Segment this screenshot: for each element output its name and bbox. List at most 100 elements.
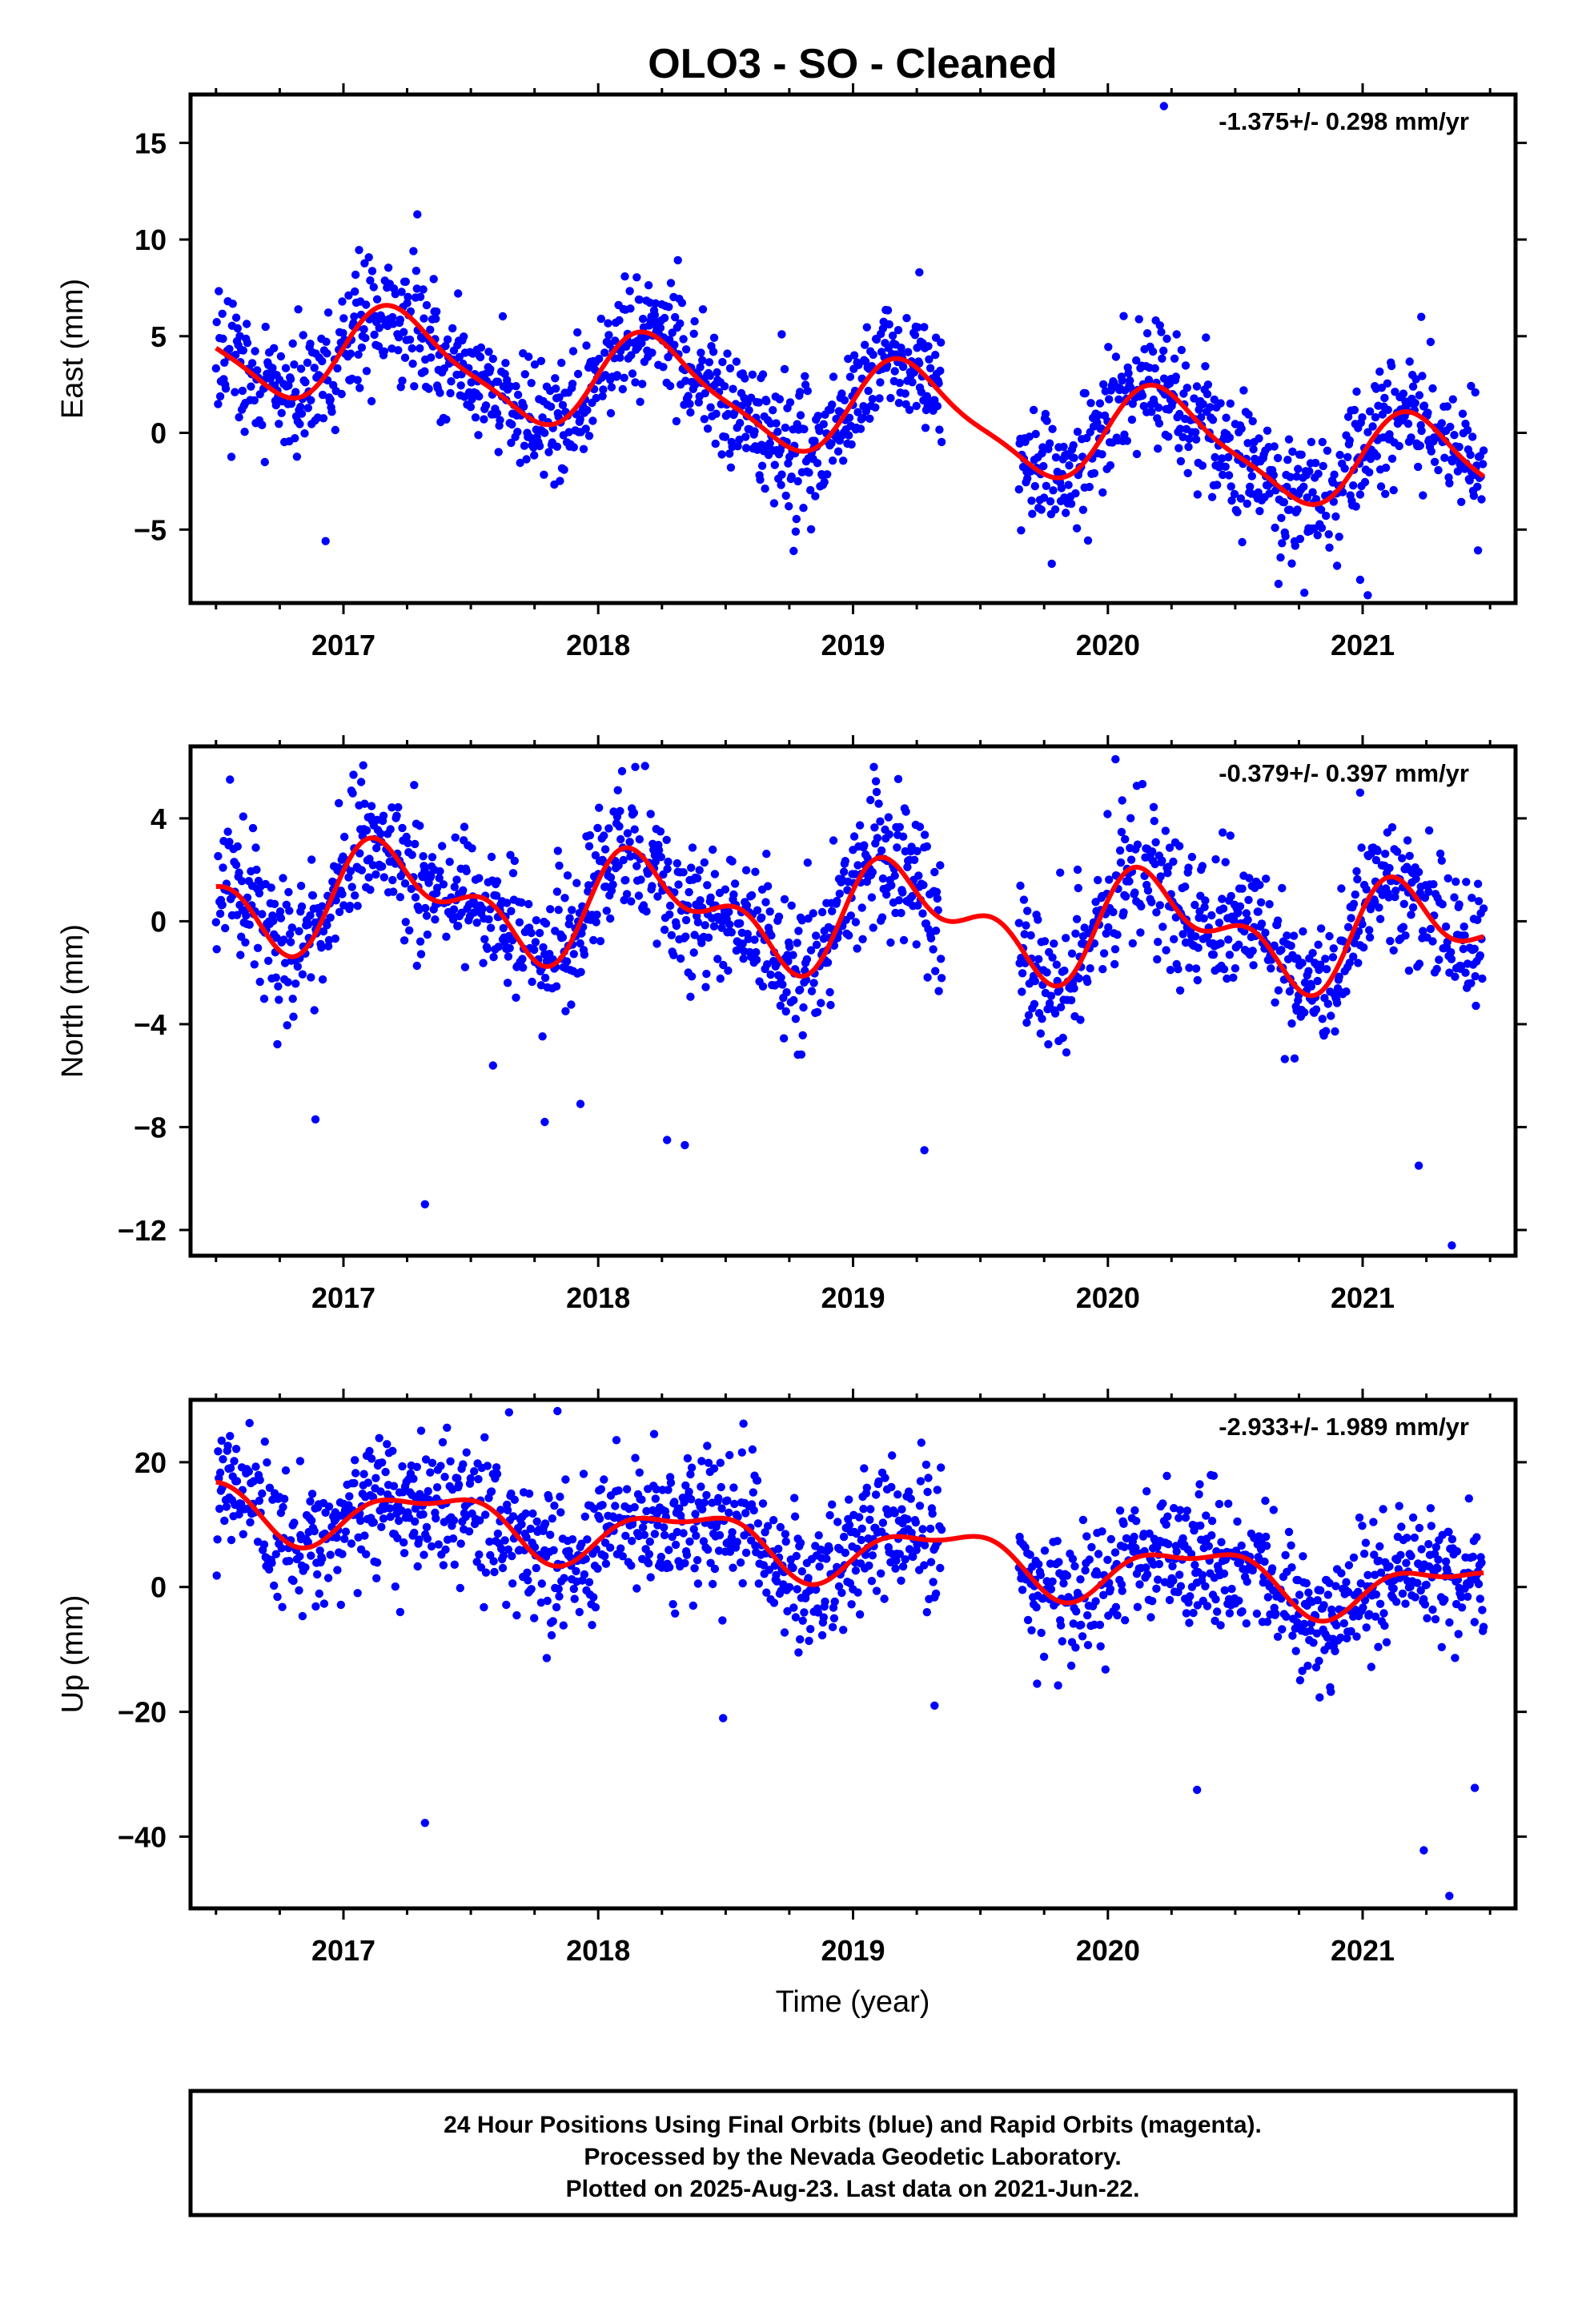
data-point (1472, 1533, 1481, 1542)
data-point (887, 1482, 896, 1492)
data-point (1303, 493, 1311, 502)
data-point (1030, 976, 1040, 986)
data-point (898, 362, 908, 372)
data-point (855, 1610, 865, 1619)
data-point (1218, 454, 1227, 463)
data-point (500, 938, 509, 947)
data-point (554, 1584, 563, 1594)
data-point (1014, 919, 1024, 927)
data-point (1242, 1619, 1251, 1628)
data-point (1430, 457, 1439, 466)
data-point (1162, 1520, 1170, 1530)
data-point (1355, 575, 1365, 585)
data-point (440, 1473, 449, 1482)
data-point (1226, 831, 1235, 840)
data-point (1477, 495, 1486, 504)
data-point (719, 1714, 728, 1723)
data-point (937, 974, 946, 983)
data-point (758, 370, 768, 379)
data-point (318, 1554, 327, 1563)
data-point (1070, 1562, 1079, 1571)
data-point (485, 1537, 494, 1546)
data-point (931, 967, 940, 975)
data-point (680, 1498, 689, 1507)
data-point (1243, 1577, 1251, 1586)
data-point (1450, 431, 1459, 440)
data-point (508, 869, 518, 878)
data-point (1111, 754, 1120, 764)
data-point (1031, 429, 1040, 439)
data-point (258, 1489, 267, 1498)
data-point (283, 1021, 291, 1030)
data-point (556, 1508, 565, 1517)
data-point (348, 789, 357, 798)
data-point (1138, 779, 1147, 789)
data-point (1154, 444, 1162, 453)
data-point (1216, 939, 1225, 948)
data-point (1115, 846, 1125, 855)
data-point (933, 1486, 942, 1494)
data-point (913, 846, 921, 856)
data-point (286, 375, 295, 384)
data-point (638, 315, 648, 324)
data-point (1447, 1241, 1456, 1250)
data-point (295, 420, 304, 428)
data-point (709, 922, 719, 931)
data-point (1117, 827, 1126, 837)
data-point (812, 940, 821, 950)
data-point (211, 918, 220, 927)
data-point (321, 1508, 330, 1518)
data-point (741, 444, 751, 452)
data-point (1262, 875, 1271, 883)
data-point (303, 404, 312, 412)
data-point (351, 891, 359, 900)
data-point (687, 1463, 697, 1472)
data-point (926, 364, 935, 372)
data-point (1098, 1527, 1106, 1536)
data-point (781, 1537, 790, 1546)
data-point (646, 1573, 655, 1582)
data-point (503, 899, 512, 907)
data-point (1432, 964, 1441, 974)
data-point (1414, 462, 1423, 472)
data-point (837, 1588, 846, 1598)
data-point (259, 1540, 269, 1549)
data-point (612, 1436, 621, 1445)
data-point (884, 813, 893, 822)
data-point (635, 1468, 644, 1478)
data-point (253, 943, 263, 953)
data-point (460, 822, 469, 831)
data-point (773, 428, 782, 436)
data-point (878, 1518, 888, 1527)
data-point (1381, 489, 1390, 498)
data-point (1427, 447, 1436, 456)
data-point (264, 1565, 274, 1574)
data-point (1302, 1578, 1311, 1588)
data-point (920, 1146, 929, 1155)
data-point (504, 952, 513, 961)
data-point (1152, 908, 1161, 917)
data-point (918, 1525, 927, 1534)
data-point (1039, 493, 1049, 502)
data-point (1154, 419, 1164, 428)
y-tick-label: 0 (151, 1571, 167, 1604)
data-point (741, 1509, 750, 1518)
data-point (1290, 1054, 1299, 1063)
data-point (909, 1552, 917, 1562)
data-point (471, 413, 480, 422)
data-point (690, 931, 699, 939)
data-point (271, 1550, 280, 1558)
data-point (1030, 999, 1039, 1009)
data-point (691, 1510, 700, 1518)
data-point (1271, 523, 1279, 533)
data-point (1419, 927, 1427, 935)
data-point (1191, 964, 1201, 973)
data-point (508, 1551, 516, 1561)
east-y-axis-label: East (mm) (56, 279, 90, 419)
data-point (1124, 368, 1133, 378)
data-point (626, 304, 635, 313)
data-point (904, 1487, 913, 1496)
data-point (709, 333, 719, 342)
data-point (660, 1523, 669, 1532)
data-point (868, 395, 877, 404)
